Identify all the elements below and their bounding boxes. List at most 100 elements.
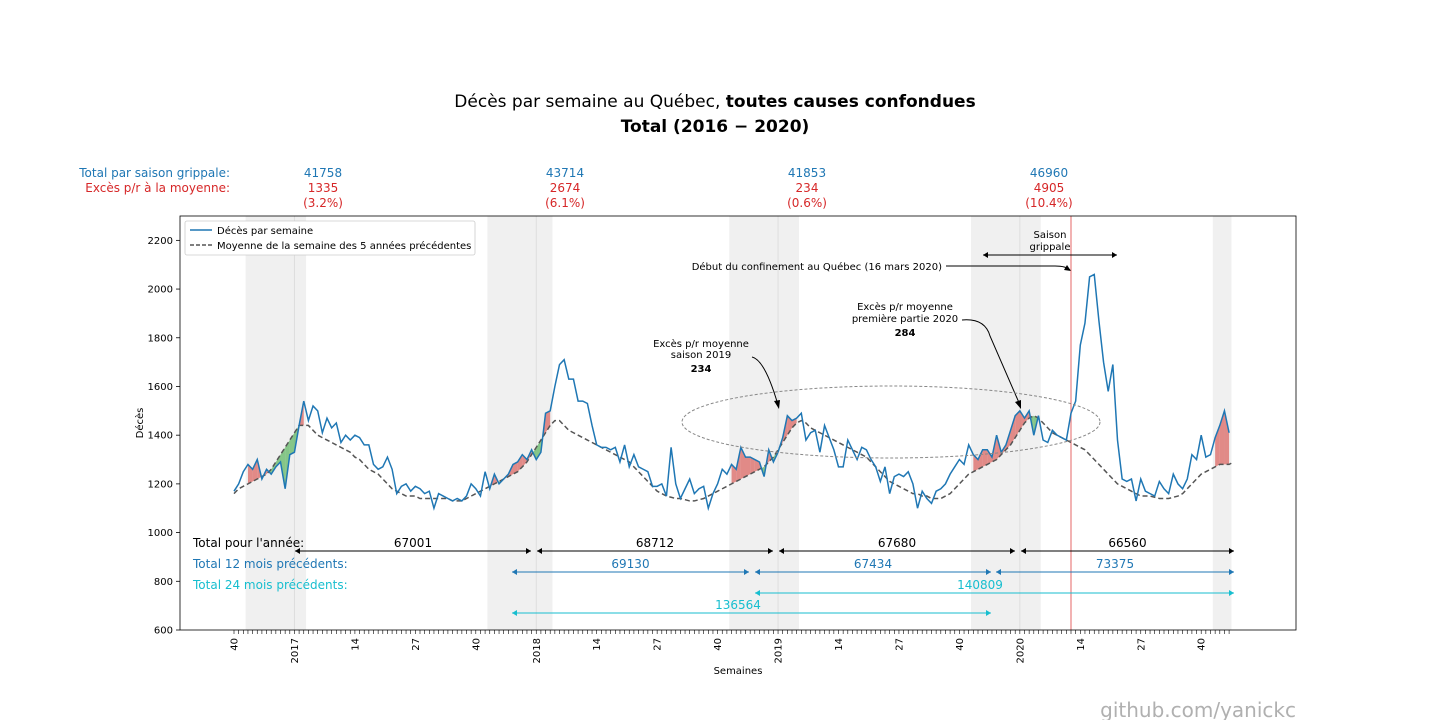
y-tick-label: 1600 — [148, 382, 173, 393]
exces2019-label-2: saison 2019 — [671, 350, 731, 361]
chart-title-normal: Décès par semaine au Québec, — [454, 92, 726, 112]
season-excess: 234 — [796, 181, 819, 195]
x-tick-label: 2017 — [290, 638, 301, 663]
season-total: 43714 — [546, 166, 584, 180]
excess-area — [987, 449, 992, 465]
arrow-head — [774, 400, 780, 409]
y-axis-label: Décès — [134, 408, 146, 439]
season-band — [487, 216, 553, 630]
season-excess-pct: (10.4%) — [1025, 196, 1072, 210]
x-tick-label: 27 — [894, 638, 905, 651]
legend: Décès par semaine Moyenne de la semaine … — [184, 220, 476, 256]
x-tick-label: 40 — [955, 638, 966, 651]
excess-area — [731, 464, 737, 484]
x-tick-label: 2020 — [1015, 638, 1026, 663]
arrow-head — [512, 569, 517, 575]
total-12mois-value: 69130 — [611, 557, 649, 571]
x-tick-label: 40 — [230, 638, 241, 651]
excess-area — [750, 457, 755, 475]
y-tick-label: 600 — [154, 626, 173, 637]
x-tick-label: 40 — [1197, 638, 1208, 651]
header-total-saison-label: Total par saison grippale: — [78, 166, 230, 180]
arrow-head — [768, 548, 773, 554]
excess-area — [247, 464, 253, 484]
arrow-head — [983, 252, 988, 258]
season-total: 41758 — [304, 166, 342, 180]
arrow-head — [295, 548, 300, 554]
exces2020-value: 284 — [895, 328, 916, 339]
x-axis-label: Semaines — [714, 666, 763, 677]
arrow-head — [512, 610, 517, 616]
total-24mois-value: 136564 — [715, 598, 761, 612]
excess-area — [252, 459, 258, 482]
total-24mois-value: 140809 — [957, 578, 1003, 592]
season-excess: 2674 — [550, 181, 581, 195]
arrow-head — [1229, 590, 1234, 596]
excess-area — [787, 415, 792, 436]
series-line-deces — [233, 273, 1230, 512]
arrow-head — [526, 548, 531, 554]
chart-title-line1: Décès par semaine au Québec, toutes caus… — [454, 92, 975, 112]
excess-area — [1010, 415, 1016, 445]
season-excess-pct: (3.2%) — [303, 196, 343, 210]
total-12mois-value: 67434 — [854, 557, 892, 571]
total-12mois-label: Total 12 mois précédents: — [192, 557, 348, 571]
arrow-head — [1015, 400, 1021, 409]
y-tick-label: 800 — [154, 577, 173, 588]
arrow-head — [755, 590, 760, 596]
season-total: 41853 — [788, 166, 826, 180]
arrow-head — [1229, 569, 1234, 575]
y-tick-label: 1000 — [148, 528, 173, 539]
y-tick-label: 1800 — [148, 333, 173, 344]
total-annee-value: 66560 — [1108, 536, 1146, 550]
legend-label-moyenne: Moyenne de la semaine des 5 années précé… — [217, 240, 471, 252]
excess-area — [1224, 410, 1230, 465]
chart-title-line2: Total (2016 − 2020) — [621, 117, 810, 137]
excess-area — [1019, 410, 1025, 431]
season-excess-pct: (0.6%) — [787, 196, 827, 210]
legend-label-deces: Décès par semaine — [217, 225, 313, 237]
excess-area — [754, 459, 760, 472]
exces2020-arrow — [961, 319, 1021, 406]
x-tick-label: 40 — [713, 638, 724, 651]
plot-frame — [179, 215, 1297, 631]
total-24mois-label: Total 24 mois précédents: — [192, 578, 348, 592]
x-tick-label: 27 — [1136, 638, 1147, 651]
arrow-head — [986, 569, 991, 575]
season-excess-pct: (6.1%) — [545, 196, 585, 210]
x-tick-label: 2018 — [532, 638, 543, 663]
totals-arrows: 67001 68712 67680 66560 69130 67434 73375 14080… — [295, 536, 1234, 616]
arrow-head — [537, 548, 542, 554]
y-tick-label: 2000 — [148, 285, 173, 296]
x-tick-label: 40 — [471, 638, 482, 651]
excess-area — [522, 454, 527, 467]
season-total: 46960 — [1030, 166, 1068, 180]
total-annee-value: 67001 — [394, 536, 432, 550]
x-tick-label: 14 — [1076, 638, 1087, 651]
exces2019-value: 234 — [691, 364, 712, 375]
x-tick-label: 14 — [592, 638, 603, 651]
arrow-head — [1021, 548, 1026, 554]
excess-area — [536, 440, 541, 460]
series-lines — [233, 273, 1235, 512]
y-tick-label: 2200 — [148, 236, 173, 247]
excess-area — [289, 432, 295, 455]
saison-grippale-label-1: Saison — [1034, 230, 1067, 241]
excess-area — [513, 461, 518, 475]
confinement-label: Début du confinement au Québec (16 mars … — [692, 261, 942, 273]
excess-area — [745, 457, 751, 477]
season-excess: 4905 — [1034, 181, 1065, 195]
x-tick-label: 14 — [350, 638, 361, 651]
season-bands — [245, 216, 1232, 630]
exces2019-label-1: Excès p/r moyenne — [653, 338, 749, 350]
highlight-ellipse — [681, 385, 1101, 459]
x-axis: 40 2017 14 27 40 2018 14 27 40 2019 14 27 40 2020 14 27… — [230, 630, 1230, 663]
y-tick-label: 1400 — [148, 431, 173, 442]
exces2020-label-1: Excès p/r moyenne — [857, 301, 953, 313]
arrow-head — [986, 610, 991, 616]
series-line-moyenne — [233, 414, 1235, 502]
chart-title-bold: toutes causes confondues — [726, 92, 976, 112]
x-tick-label: 14 — [834, 638, 845, 651]
